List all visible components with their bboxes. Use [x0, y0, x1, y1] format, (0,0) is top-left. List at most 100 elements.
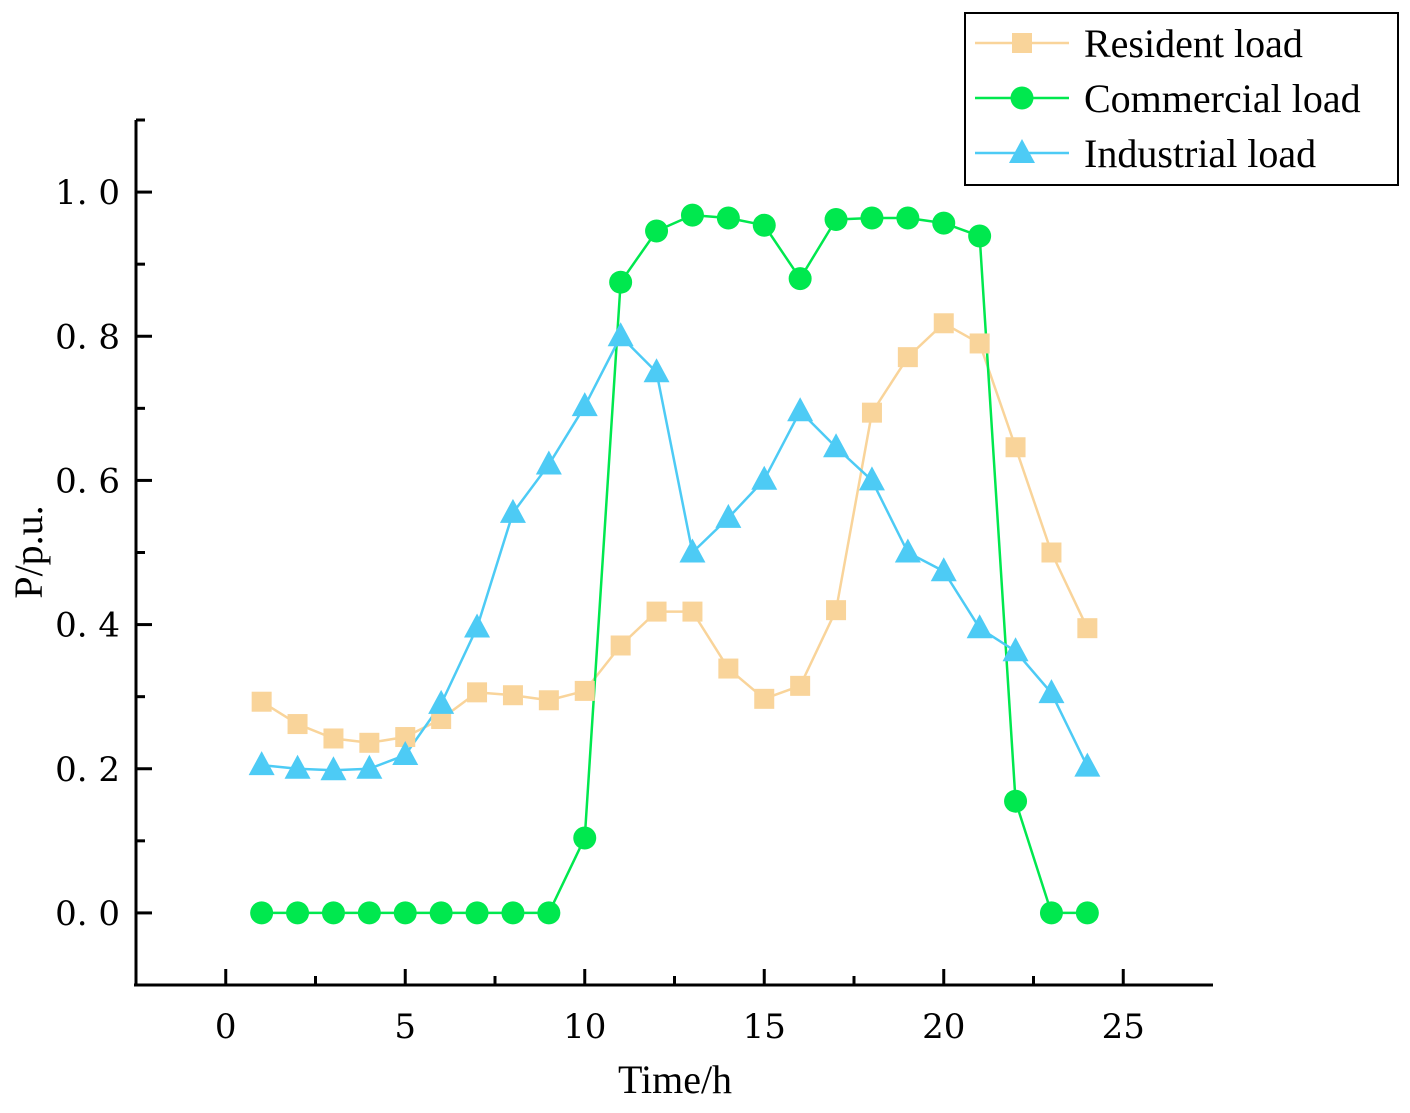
- commercial-load-line: [261, 213, 1088, 915]
- x-tick-label: 15: [743, 1007, 786, 1047]
- resident-load-line: [260, 322, 1089, 745]
- industrial-load-point: [571, 392, 598, 417]
- resident-load-point: [933, 313, 954, 334]
- series-markers: [248, 203, 1101, 925]
- legend-industrial-load-label: Industrial load: [1084, 131, 1316, 176]
- y-tick-label: 1. 0: [55, 173, 120, 213]
- industrial-load-point: [1038, 679, 1065, 704]
- x-tick-label: 5: [394, 1007, 416, 1047]
- industrial-load-point: [787, 397, 814, 422]
- legend-commercial-load-label: Commercial load: [1084, 76, 1361, 121]
- commercial-load-point: [321, 901, 345, 925]
- industrial-load-line: [261, 335, 1089, 772]
- commercial-load-point: [1075, 901, 1099, 925]
- commercial-load-point: [716, 206, 740, 230]
- resident-load-point: [1005, 437, 1026, 458]
- commercial-load-point: [896, 206, 920, 230]
- commercial-load-point: [429, 901, 453, 925]
- industrial-load-point: [894, 538, 921, 563]
- resident-load-point: [431, 709, 452, 730]
- commercial-load-point: [752, 213, 776, 237]
- industrial-load-point: [284, 754, 311, 779]
- industrial-load-point: [823, 433, 850, 458]
- y-tick-label: 0. 4: [55, 606, 120, 646]
- ticks: 0 5 10 15 20 25 0. 0 0. 2 0. 4 0. 6 0. 8 1. 0: [55, 118, 1145, 1047]
- commercial-load-point: [609, 270, 633, 294]
- resident-load-point: [502, 685, 523, 706]
- industrial-load-point: [1074, 752, 1101, 777]
- legend-resident-load-label: Resident load: [1084, 21, 1303, 66]
- resident-load-point: [682, 601, 703, 622]
- resident-load-point: [1041, 542, 1062, 563]
- y-tick-label: 0. 6: [55, 461, 120, 501]
- legend-resident-load-marker: [1012, 33, 1032, 53]
- commercial-load-point: [393, 901, 417, 925]
- resident-load-point: [359, 732, 380, 753]
- commercial-load-point: [1039, 901, 1063, 925]
- industrial-load-point: [966, 614, 993, 639]
- commercial-load-markers: [250, 203, 1099, 925]
- y-axis-title: P/p.u.: [6, 505, 51, 598]
- industrial-load-point: [428, 689, 455, 714]
- resident-load-point: [574, 680, 595, 701]
- resident-load-point: [395, 727, 416, 748]
- commercial-load-point: [860, 206, 884, 230]
- industrial-load-point: [464, 613, 491, 638]
- industrial-load-point: [1002, 637, 1029, 662]
- commercial-load-point: [788, 267, 812, 291]
- industrial-load-point: [643, 358, 670, 383]
- industrial-load-markers: [248, 322, 1101, 781]
- resident-load-point: [969, 333, 990, 354]
- resident-load-point: [646, 601, 667, 622]
- commercial-load-point: [824, 207, 848, 231]
- commercial-load-point: [465, 901, 489, 925]
- resident-load-point: [323, 728, 344, 749]
- resident-load-point: [826, 600, 847, 621]
- commercial-load-point: [932, 211, 956, 235]
- legend: Resident load Commercial load Industrial l…: [964, 12, 1399, 186]
- series-lines: [260, 213, 1089, 915]
- y-tick-label: 0. 0: [55, 894, 120, 934]
- commercial-load-point: [286, 901, 310, 925]
- x-tick-label: 25: [1102, 1007, 1145, 1047]
- resident-load-point: [251, 691, 272, 712]
- industrial-load-point: [679, 538, 706, 563]
- resident-load-point: [897, 347, 918, 368]
- commercial-load-point: [968, 224, 992, 248]
- y-tick-label: 0. 8: [55, 317, 120, 357]
- legend-commercial-load-marker: [1010, 86, 1034, 110]
- resident-load-point: [287, 714, 308, 735]
- industrial-load-point: [499, 498, 526, 523]
- x-tick-label: 10: [563, 1007, 606, 1047]
- commercial-load-point: [645, 219, 669, 243]
- x-tick-label: 20: [922, 1007, 965, 1047]
- resident-load-point: [1077, 618, 1098, 639]
- resident-load-point: [790, 675, 811, 696]
- industrial-load-point: [715, 503, 742, 528]
- resident-load-point: [718, 658, 739, 679]
- resident-load-point: [610, 635, 631, 656]
- industrial-load-point: [535, 450, 562, 475]
- resident-load-point: [538, 690, 559, 711]
- commercial-load-point: [573, 826, 597, 850]
- commercial-load-point: [250, 901, 274, 925]
- commercial-load-point: [501, 901, 525, 925]
- industrial-load-point: [858, 466, 885, 491]
- industrial-load-point: [751, 465, 778, 490]
- industrial-load-point: [356, 754, 383, 779]
- resident-load-point: [754, 688, 775, 709]
- industrial-load-point: [930, 557, 957, 582]
- commercial-load-point: [537, 901, 561, 925]
- commercial-load-point: [680, 203, 704, 227]
- y-tick-label: 0. 2: [55, 750, 120, 790]
- resident-load-point: [861, 402, 882, 423]
- industrial-load-point: [607, 322, 634, 347]
- industrial-load-point: [248, 751, 275, 776]
- industrial-load-point: [320, 756, 347, 781]
- resident-load-markers: [251, 313, 1098, 753]
- x-tick-label: 0: [215, 1007, 237, 1047]
- commercial-load-point: [357, 901, 381, 925]
- x-axis-title: Time/h: [618, 1057, 732, 1102]
- legend-industrial-load-marker: [1009, 139, 1035, 163]
